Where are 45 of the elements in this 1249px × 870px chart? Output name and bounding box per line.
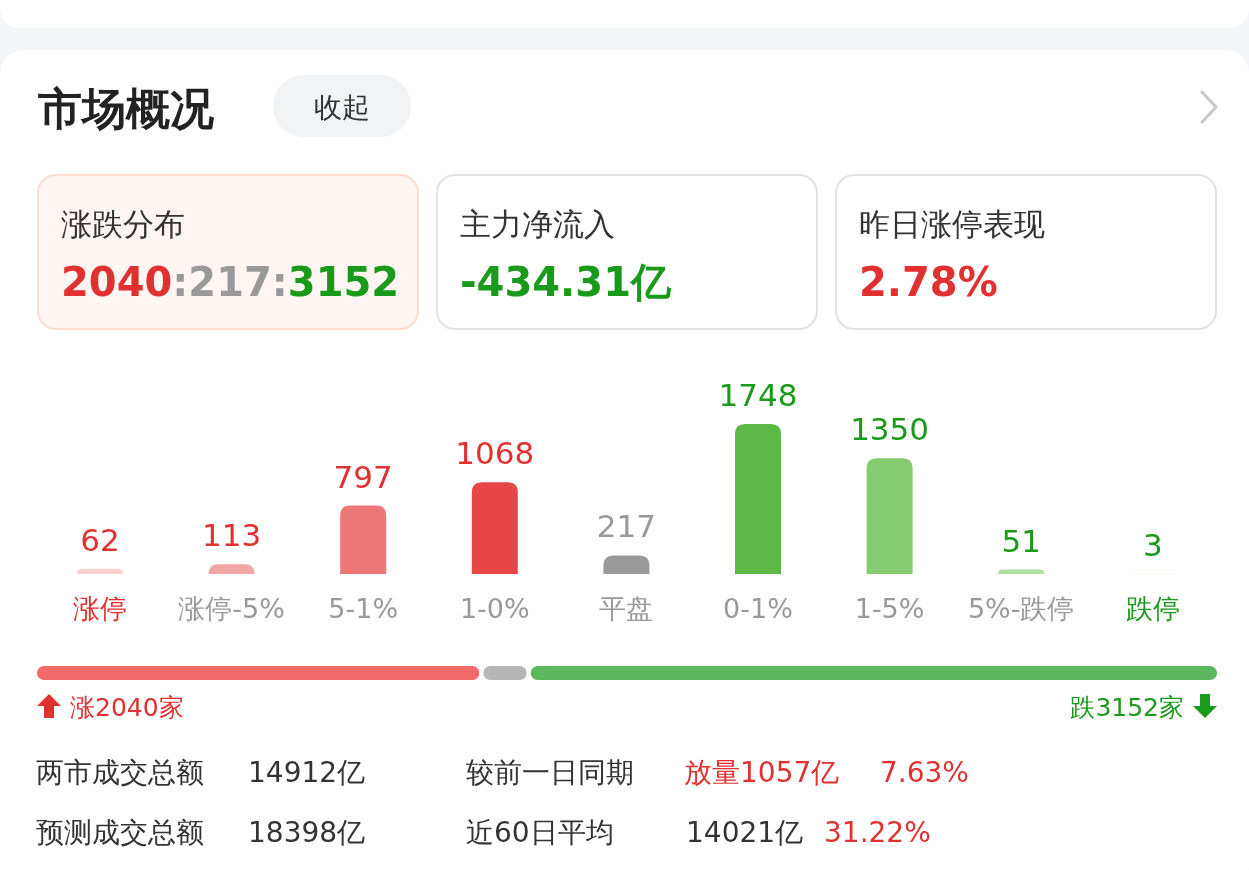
data-label: 217: [596, 508, 656, 545]
x-tick-label: 跌停: [1125, 593, 1180, 624]
text: 涨2040家: [70, 693, 184, 722]
text: 涨跌分布: [61, 206, 185, 242]
text: 两市成交总额: [36, 756, 204, 789]
text: 2040:217:3152: [61, 259, 400, 305]
data-label: 1068: [455, 435, 535, 472]
data-label: 1748: [718, 377, 798, 413]
text: 14912亿: [248, 756, 366, 789]
x-tick-label: 1-5%: [854, 593, 925, 624]
bar: [471, 482, 518, 574]
text: 14021亿: [686, 816, 804, 849]
data-label: 51: [1001, 522, 1041, 559]
text: 31.22%: [824, 816, 931, 849]
bar: [998, 569, 1045, 574]
bar: [77, 568, 123, 574]
text: 2.78%: [859, 259, 998, 305]
data-label: 113: [202, 517, 262, 554]
text: -434.31亿: [460, 259, 672, 305]
x-tick-label: 5%-跌停: [967, 593, 1075, 624]
text: 昨日涨停表现: [859, 206, 1045, 242]
x-tick-label: 5-1%: [328, 593, 399, 624]
bar: [340, 505, 387, 574]
x-tick-label: 0-1%: [723, 593, 793, 624]
x-tick-label: 涨停: [73, 593, 127, 624]
text: 预测成交总额: [36, 816, 204, 849]
text: 市场概况: [38, 83, 214, 134]
bar: [866, 458, 913, 574]
text: 较前一日同期: [466, 756, 634, 789]
data-label: 797: [333, 458, 393, 495]
text: 7.63%: [880, 756, 969, 789]
bar: [735, 424, 781, 574]
text: 近60日平均: [466, 816, 614, 849]
data-label: 3: [1142, 526, 1163, 563]
bar: [603, 555, 650, 574]
text: 收起: [314, 91, 370, 124]
text: 主力净流入: [460, 206, 615, 242]
x-tick-label: 1-0%: [459, 593, 530, 624]
text: 放量1057亿: [684, 756, 840, 789]
data-label: 62: [80, 521, 120, 558]
data-label: 1350: [850, 411, 930, 448]
x-tick-label: 平盘: [599, 593, 654, 624]
x-tick-label: 涨停-5%: [178, 593, 285, 624]
text: 18398亿: [248, 816, 366, 849]
text: 跌3152家: [1070, 693, 1184, 722]
